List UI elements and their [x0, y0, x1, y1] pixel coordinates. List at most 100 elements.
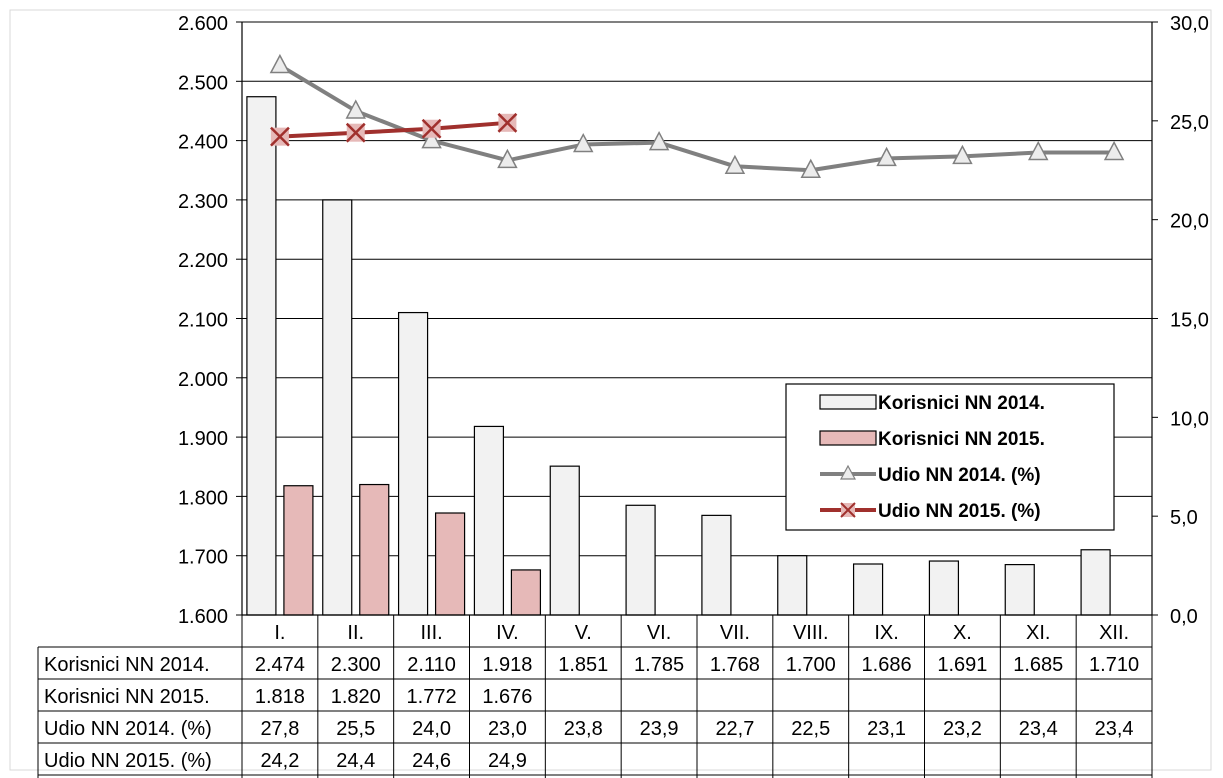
triangle-marker: [1103, 140, 1125, 161]
category-label: I.: [274, 622, 285, 644]
triangle-marker: [648, 130, 670, 151]
legend: Korisnici NN 2014. Korisnici NN 2015. Udio…: [785, 383, 1115, 531]
bar-2014: [322, 199, 353, 616]
table-cell-value: 2.300: [331, 654, 381, 676]
table-cell-value: 24,6: [412, 750, 451, 772]
series-line-udio-2015: [279, 120, 508, 139]
bar-2014: [246, 96, 277, 616]
table-cell-value: 23,9: [640, 718, 679, 740]
left-axis-tick-label: 1.700: [178, 547, 228, 569]
data-table: I. II. III. IV. V. VI. VII. VIII. IX. X. XI. XII. Ko…: [37, 615, 1153, 778]
bar-2014: [928, 560, 960, 616]
table-cell-value: 1.820: [331, 686, 381, 708]
category-label: XII.: [1099, 622, 1129, 644]
legend-label: Korisnici NN 2014.: [878, 393, 1045, 414]
left-axis-tick-label: 2.200: [178, 250, 228, 272]
x-marker: [345, 122, 366, 143]
bar-2014: [701, 514, 732, 616]
table-cell-value: 1.710: [1089, 654, 1139, 676]
left-axis-tick-label: 2.100: [178, 310, 228, 332]
triangle-marker: [724, 154, 746, 175]
table-cell-value: 23,2: [943, 718, 982, 740]
left-axis-tick-label: 2.000: [178, 369, 228, 391]
bar-2014: [852, 563, 884, 616]
table-cell-value: 23,4: [1095, 718, 1134, 740]
bar-2015: [283, 485, 314, 616]
triangle-marker: [573, 132, 594, 153]
table-cell-value: 24,4: [336, 750, 375, 772]
table-cell-value: 2.474: [255, 654, 305, 676]
table-cell-value: 22,5: [791, 718, 830, 740]
table-cell-value: 1.785: [634, 654, 684, 676]
table-cell-value: 25,5: [336, 718, 375, 740]
bar-layer: [246, 96, 1111, 616]
left-axis-tick-label: 2.300: [178, 191, 228, 213]
category-label: VIII.: [793, 622, 829, 644]
legend-x-marker: [840, 502, 856, 518]
bar-2014: [473, 425, 505, 616]
axes-layer: 1.600 1.700 1.800 1.900 2.000 2.100 2.200 2.300…: [178, 13, 1209, 628]
legend-triangle-marker: [839, 464, 857, 480]
table-row-label: Korisnici NN 2015.: [44, 686, 210, 708]
triangle-marker: [421, 128, 442, 149]
table-cell-value: 1.700: [786, 654, 836, 676]
x-marker: [270, 126, 290, 147]
triangle-marker: [952, 144, 973, 165]
left-axis-tick-label: 2.500: [178, 72, 228, 94]
x-marker: [421, 118, 442, 139]
right-axis-tick-label: 10,0: [1170, 408, 1209, 430]
category-label: X.: [953, 622, 972, 644]
right-axis-tick-label: 25,0: [1170, 112, 1209, 134]
table-cell-value: 1.818: [255, 686, 305, 708]
bar-2014: [625, 504, 656, 616]
bar-2014: [549, 465, 580, 616]
table-cell-value: 1.691: [937, 654, 987, 676]
left-axis-tick-label: 1.800: [178, 487, 228, 509]
triangle-marker: [1028, 140, 1049, 161]
table-cell-value: 24,2: [260, 750, 299, 772]
left-axis-tick-label: 1.600: [178, 606, 228, 628]
legend-swatch: [819, 430, 877, 446]
left-axis-tick-label: 1.900: [178, 428, 228, 450]
category-label: V.: [575, 622, 592, 644]
table-cell-value: 27,8: [260, 718, 299, 740]
bar-2015: [434, 512, 466, 616]
plot-border-layer: [9, 9, 1212, 771]
triangle-marker: [876, 146, 897, 167]
bar-2014: [1080, 549, 1111, 616]
legend-label: Udio NN 2015. (%): [878, 501, 1041, 522]
table-cell-value: 1.676: [482, 686, 532, 708]
table-cell-value: 1.685: [1013, 654, 1063, 676]
table-cell-value: 1.768: [710, 654, 760, 676]
table-cell-value: 22,7: [715, 718, 754, 740]
left-axis-tick-label: 2.600: [178, 13, 228, 35]
table-cell-value: 1.686: [862, 654, 912, 676]
category-label: IV.: [496, 622, 519, 644]
bar-2015: [510, 569, 542, 616]
x-marker: [497, 112, 518, 133]
table-cell-value: 1.918: [482, 654, 532, 676]
series-line-udio-2014: [278, 63, 1115, 173]
table-cell-value: 23,0: [488, 718, 527, 740]
table-row-label: Udio NN 2015. (%): [44, 750, 212, 772]
bar-2014: [1004, 563, 1035, 616]
right-axis-tick-label: 5,0: [1170, 507, 1198, 529]
triangle-marker: [345, 99, 366, 119]
table-cell-value: 23,8: [564, 718, 603, 740]
table-row-label: Udio NN 2014. (%): [44, 718, 212, 740]
table-cell-value: 23,4: [1019, 718, 1058, 740]
category-label: IX.: [874, 622, 898, 644]
category-label: VI.: [647, 622, 671, 644]
bar-2014: [397, 311, 429, 616]
legend-label: Korisnici NN 2015.: [878, 429, 1045, 450]
line-layer: [269, 53, 1125, 178]
right-axis-tick-label: 20,0: [1170, 211, 1209, 233]
table-cell-value: 1.772: [407, 686, 457, 708]
right-axis-tick-label: 0,0: [1170, 606, 1198, 628]
triangle-marker: [497, 148, 518, 169]
category-label: VII.: [720, 622, 750, 644]
table-cell-value: 24,9: [488, 750, 527, 772]
right-axis-tick-label: 15,0: [1170, 310, 1209, 332]
